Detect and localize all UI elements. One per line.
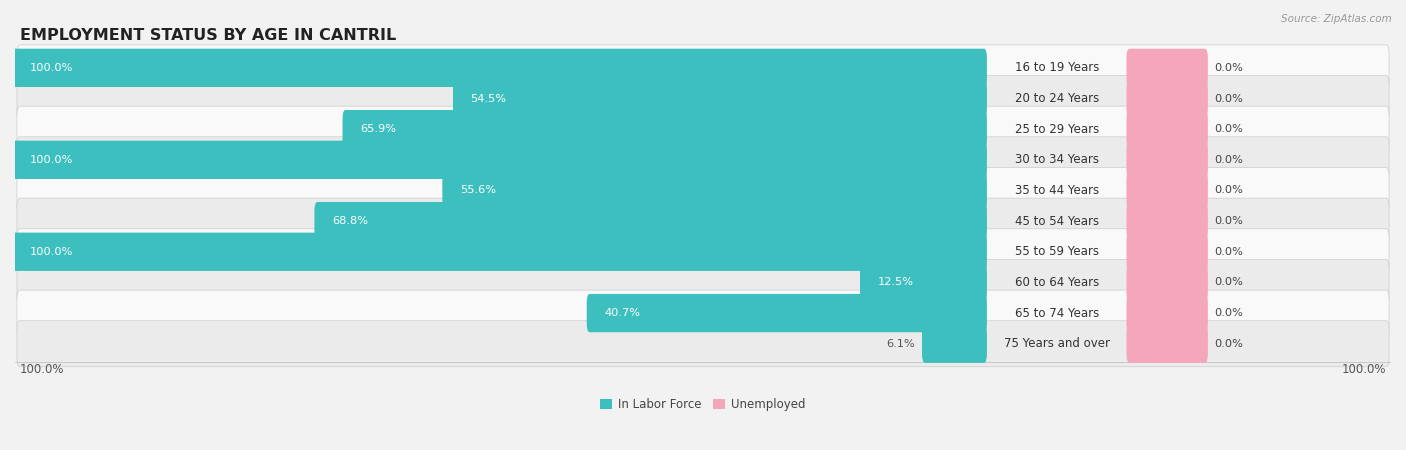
Text: 65 to 74 Years: 65 to 74 Years: [1015, 306, 1099, 320]
FancyBboxPatch shape: [315, 202, 987, 240]
FancyBboxPatch shape: [453, 79, 987, 117]
FancyBboxPatch shape: [1126, 324, 1208, 363]
FancyBboxPatch shape: [1126, 79, 1208, 117]
Text: 0.0%: 0.0%: [1215, 216, 1243, 226]
Text: 30 to 34 Years: 30 to 34 Years: [1015, 153, 1098, 166]
FancyBboxPatch shape: [17, 45, 1389, 91]
Text: 0.0%: 0.0%: [1215, 155, 1243, 165]
FancyBboxPatch shape: [13, 49, 987, 87]
Text: 65.9%: 65.9%: [360, 124, 396, 134]
FancyBboxPatch shape: [17, 229, 1389, 275]
FancyBboxPatch shape: [17, 260, 1389, 306]
Text: 45 to 54 Years: 45 to 54 Years: [1015, 215, 1098, 228]
Text: 35 to 44 Years: 35 to 44 Years: [1015, 184, 1098, 197]
Text: 0.0%: 0.0%: [1215, 247, 1243, 257]
Text: EMPLOYMENT STATUS BY AGE IN CANTRIL: EMPLOYMENT STATUS BY AGE IN CANTRIL: [20, 28, 396, 43]
FancyBboxPatch shape: [17, 167, 1389, 213]
Text: 16 to 19 Years: 16 to 19 Years: [1015, 61, 1099, 74]
FancyBboxPatch shape: [13, 141, 987, 179]
FancyBboxPatch shape: [1126, 171, 1208, 210]
Text: 0.0%: 0.0%: [1215, 339, 1243, 349]
Text: 25 to 29 Years: 25 to 29 Years: [1015, 123, 1099, 135]
Text: 68.8%: 68.8%: [332, 216, 368, 226]
FancyBboxPatch shape: [1126, 49, 1208, 87]
FancyBboxPatch shape: [1126, 263, 1208, 302]
Text: 0.0%: 0.0%: [1215, 278, 1243, 288]
FancyBboxPatch shape: [17, 76, 1389, 122]
Text: 100.0%: 100.0%: [30, 63, 73, 73]
FancyBboxPatch shape: [1126, 202, 1208, 240]
Text: 100.0%: 100.0%: [1341, 363, 1386, 376]
FancyBboxPatch shape: [17, 106, 1389, 152]
Text: 60 to 64 Years: 60 to 64 Years: [1015, 276, 1099, 289]
Text: 54.5%: 54.5%: [471, 94, 506, 104]
Text: 12.5%: 12.5%: [877, 278, 914, 288]
FancyBboxPatch shape: [1126, 233, 1208, 271]
FancyBboxPatch shape: [1126, 110, 1208, 148]
Text: 100.0%: 100.0%: [30, 247, 73, 257]
FancyBboxPatch shape: [17, 198, 1389, 244]
Text: 6.1%: 6.1%: [886, 339, 915, 349]
FancyBboxPatch shape: [1126, 294, 1208, 332]
Text: 0.0%: 0.0%: [1215, 63, 1243, 73]
Text: 100.0%: 100.0%: [20, 363, 65, 376]
FancyBboxPatch shape: [17, 321, 1389, 367]
FancyBboxPatch shape: [1126, 141, 1208, 179]
Text: 0.0%: 0.0%: [1215, 308, 1243, 318]
Text: 0.0%: 0.0%: [1215, 185, 1243, 195]
FancyBboxPatch shape: [17, 137, 1389, 183]
FancyBboxPatch shape: [17, 290, 1389, 336]
Text: 20 to 24 Years: 20 to 24 Years: [1015, 92, 1099, 105]
FancyBboxPatch shape: [860, 263, 987, 302]
FancyBboxPatch shape: [922, 324, 987, 363]
Text: 40.7%: 40.7%: [605, 308, 640, 318]
FancyBboxPatch shape: [586, 294, 987, 332]
Text: 100.0%: 100.0%: [30, 155, 73, 165]
Text: 0.0%: 0.0%: [1215, 124, 1243, 134]
FancyBboxPatch shape: [443, 171, 987, 210]
Text: Source: ZipAtlas.com: Source: ZipAtlas.com: [1281, 14, 1392, 23]
Text: 0.0%: 0.0%: [1215, 94, 1243, 104]
Text: 75 Years and over: 75 Years and over: [1004, 337, 1109, 350]
FancyBboxPatch shape: [343, 110, 987, 148]
Text: 55.6%: 55.6%: [460, 185, 496, 195]
FancyBboxPatch shape: [13, 233, 987, 271]
Legend: In Labor Force, Unemployed: In Labor Force, Unemployed: [596, 393, 810, 416]
Text: 55 to 59 Years: 55 to 59 Years: [1015, 245, 1098, 258]
